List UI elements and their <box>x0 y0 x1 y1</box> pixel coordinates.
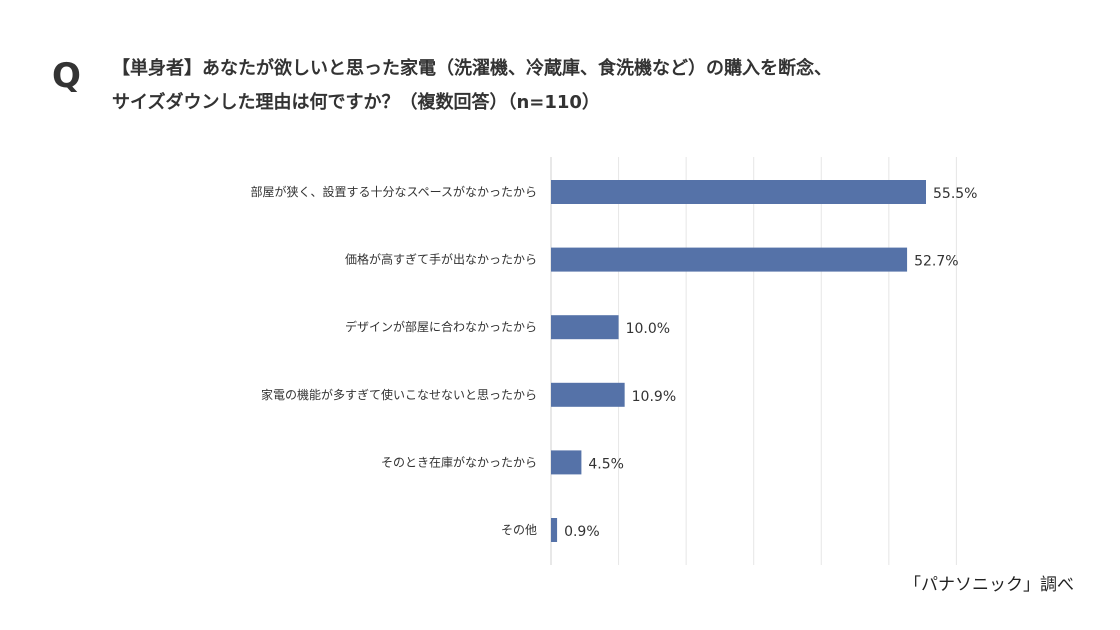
bar <box>551 247 908 272</box>
chart-title: 【単身者】あなたが欲しいと思った家電（洗濯機、冷蔵庫、食洗機など）の購入を断念、… <box>112 52 832 120</box>
title-line-1: 【単身者】あなたが欲しいと思った家電（洗濯機、冷蔵庫、食洗機など）の購入を断念、 <box>112 58 832 79</box>
bar <box>551 518 558 542</box>
category-label: そのとき在庫がなかったから <box>381 454 537 469</box>
data-label: 0.9% <box>564 524 600 540</box>
data-label: 55.5% <box>933 186 977 202</box>
bar <box>551 382 625 407</box>
category-label: 家電の機能が多すぎて使いこなせないと思ったから <box>261 387 537 402</box>
category-label: デザインが部屋に合わなかったから <box>345 319 537 334</box>
bar <box>551 450 582 475</box>
category-label: 価格が高すぎて手が出なかったから <box>345 252 537 267</box>
data-label: 10.0% <box>626 321 670 337</box>
question-mark: Q <box>52 56 81 96</box>
source-note: 「パナソニック」調べ <box>904 575 1074 595</box>
bar <box>551 180 926 204</box>
bar <box>551 315 619 340</box>
data-label: 52.7% <box>914 254 958 270</box>
category-label: 部屋が狭く、設置する十分なスペースがなかったから <box>250 184 537 199</box>
data-label: 4.5% <box>588 456 624 472</box>
category-label: その他 <box>501 523 537 537</box>
title-line-2: サイズダウンした理由は何ですか？（複数回答）（n=110） <box>112 92 600 113</box>
data-label: 10.9% <box>632 389 676 405</box>
